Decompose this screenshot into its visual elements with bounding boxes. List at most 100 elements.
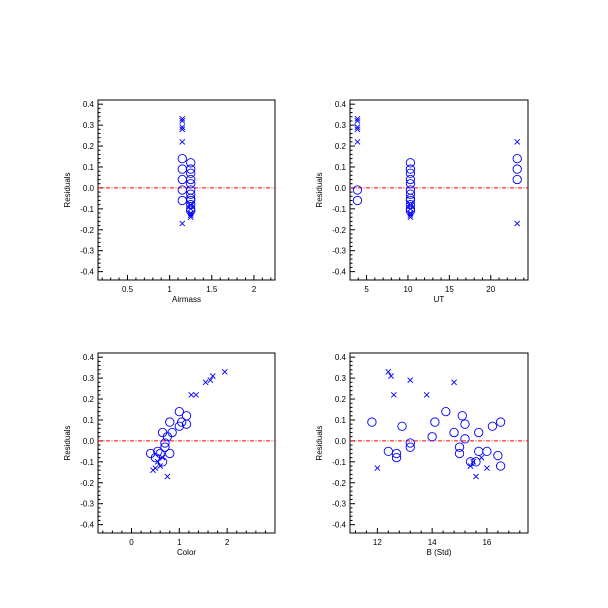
circle-marker <box>405 204 416 214</box>
circle-marker <box>177 185 187 195</box>
circle-marker <box>495 417 506 427</box>
circle-marker <box>174 421 184 431</box>
circle-marker <box>352 195 363 206</box>
circle-marker <box>405 189 416 199</box>
circle-marker <box>165 417 175 427</box>
x-tick-label: 12 <box>373 538 382 547</box>
y-tick-label: 0.1 <box>83 163 95 172</box>
cross-marker <box>473 473 479 480</box>
circle-marker <box>177 174 187 185</box>
circle-marker <box>405 168 416 178</box>
y-tick-label: -0.4 <box>332 521 346 530</box>
circle-marker <box>512 174 522 185</box>
x-tick-label: 10 <box>404 285 413 294</box>
circle-marker <box>460 434 470 444</box>
circle-marker <box>186 200 196 210</box>
circle-marker <box>405 158 416 168</box>
plot-panel-1: -0.4 -0.3 -0.2 -0.1 0.0 0.1 0.2 0.3 0.4 0.5 1 1.5 2 A… <box>63 99 276 304</box>
circle-marker <box>186 158 196 168</box>
y-tick-label: 0.4 <box>335 353 347 362</box>
plot-frame <box>349 352 529 534</box>
cross-marker <box>390 391 397 398</box>
cross-marker <box>202 379 209 386</box>
circle-marker <box>405 179 416 189</box>
y-tick-label: -0.3 <box>80 247 94 256</box>
circle-marker <box>186 179 196 189</box>
circle-marker <box>177 153 187 164</box>
cross-marker <box>164 473 171 480</box>
cross-marker <box>354 118 361 124</box>
y-tick-label: 0.4 <box>83 100 95 109</box>
circle-marker <box>186 204 196 214</box>
y-tick-label: 0.2 <box>83 142 95 151</box>
circle-marker <box>160 442 170 452</box>
circle-marker <box>474 446 484 457</box>
x-axis-label: Airmass <box>172 295 201 304</box>
circle-marker <box>454 442 465 452</box>
cross-marker <box>179 220 186 227</box>
x-tick-label: 14 <box>428 538 437 547</box>
y-tick-label: -0.4 <box>80 268 94 277</box>
y-tick-label: -0.1 <box>332 458 346 467</box>
circle-marker <box>397 421 407 431</box>
circle-marker <box>162 432 173 442</box>
cross-marker <box>451 379 457 386</box>
x-tick-label: 16 <box>482 538 491 547</box>
x-axis-label: B (Std) <box>427 548 452 557</box>
y-tick-label: 0.0 <box>83 437 95 446</box>
circle-marker <box>383 446 393 457</box>
plot-panel-3: -0.4 -0.3 -0.2 -0.1 0.0 0.1 0.2 0.3 0.4 0 1 2 Color R… <box>63 352 276 557</box>
circle-marker <box>160 438 170 448</box>
y-tick-label: -0.2 <box>80 226 94 235</box>
y-axis-label: Residuals <box>63 172 72 207</box>
y-tick-label: 0.3 <box>335 121 347 130</box>
y-axis-label: Residuals <box>315 425 324 460</box>
cross-marker <box>385 368 392 375</box>
cross-marker <box>152 465 159 472</box>
x-tick-label: 1 <box>177 538 182 547</box>
cross-marker <box>374 465 381 472</box>
cross-marker <box>179 118 186 124</box>
y-tick-label: -0.3 <box>80 500 94 509</box>
cross-marker <box>354 126 361 133</box>
circle-marker <box>457 411 467 421</box>
circle-marker <box>405 438 415 448</box>
cross-marker <box>354 115 361 122</box>
plot-panel-2: -0.4 -0.3 -0.2 -0.1 0.0 0.1 0.2 0.3 0.4 5 10 15 20 UT… <box>315 99 529 304</box>
circle-marker <box>391 448 402 459</box>
circle-marker <box>465 457 476 467</box>
circle-marker <box>495 461 506 471</box>
circle-marker <box>186 189 196 199</box>
cross-marker <box>221 368 228 375</box>
y-tick-label: 0.2 <box>335 395 347 404</box>
circle-marker <box>153 446 163 457</box>
cross-marker <box>157 463 164 469</box>
y-tick-label: -0.2 <box>80 479 94 488</box>
circle-marker <box>367 417 377 427</box>
circle-marker <box>405 200 416 210</box>
circle-marker <box>165 448 175 459</box>
y-tick-label: -0.1 <box>80 458 94 467</box>
cross-marker <box>407 377 414 384</box>
circle-marker <box>186 193 196 204</box>
cross-marker <box>207 377 214 384</box>
cross-marker <box>514 138 521 145</box>
circle-marker <box>186 174 196 185</box>
circle-marker <box>186 206 196 216</box>
y-tick-label: 0.3 <box>335 374 347 383</box>
y-tick-label: 0.0 <box>335 184 347 193</box>
y-tick-label: 0.1 <box>335 416 347 425</box>
circle-marker <box>150 453 161 463</box>
circle-marker <box>512 164 522 174</box>
cross-marker <box>193 391 199 398</box>
y-tick-label: 0.0 <box>83 184 95 193</box>
cross-marker <box>179 138 186 145</box>
x-tick-label: 1.5 <box>206 285 218 294</box>
y-tick-label: -0.1 <box>332 205 346 214</box>
y-tick-label: 0.3 <box>83 374 95 383</box>
y-tick-label: -0.1 <box>80 205 94 214</box>
cross-marker <box>514 220 521 227</box>
circle-marker <box>441 406 451 417</box>
circle-marker <box>405 442 415 452</box>
